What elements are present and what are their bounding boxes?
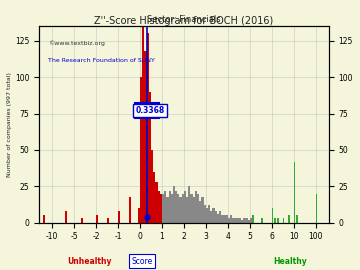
Bar [243, 218, 246, 223]
Text: The Research Foundation of SUNY: The Research Foundation of SUNY [48, 58, 154, 63]
Text: 0.3368: 0.3368 [136, 106, 165, 115]
Bar [294, 161, 296, 223]
Bar [118, 211, 120, 223]
Bar [168, 191, 171, 223]
Bar [151, 150, 153, 223]
Bar [210, 211, 212, 223]
Bar [241, 220, 243, 223]
Bar [190, 194, 193, 223]
Bar [296, 215, 298, 223]
Bar [217, 214, 219, 223]
Bar [248, 220, 250, 223]
Bar [228, 218, 230, 223]
Bar [175, 191, 177, 223]
Bar [288, 215, 290, 223]
Bar [226, 215, 228, 223]
Bar [188, 186, 190, 223]
Bar [274, 218, 276, 223]
Bar [208, 205, 210, 223]
Bar [182, 194, 184, 223]
Bar [199, 201, 202, 223]
Bar [160, 194, 162, 223]
Bar [177, 194, 180, 223]
Bar [81, 218, 83, 223]
Bar [184, 191, 186, 223]
Bar [215, 211, 217, 223]
Title: Z''-Score Histogram for BOCH (2016): Z''-Score Histogram for BOCH (2016) [94, 16, 274, 26]
Bar [232, 218, 234, 223]
Bar [239, 218, 241, 223]
Bar [197, 194, 199, 223]
Bar [221, 215, 224, 223]
Bar [149, 92, 151, 223]
Bar [186, 197, 188, 223]
Bar [202, 197, 204, 223]
Bar [212, 208, 215, 223]
Bar [246, 218, 248, 223]
Bar [142, 7, 144, 223]
Bar [277, 218, 279, 223]
Text: Healthy: Healthy [273, 256, 307, 265]
Bar [180, 197, 182, 223]
Bar [153, 172, 155, 223]
Bar [237, 218, 239, 223]
Bar [147, 33, 149, 223]
Text: Sector: Financials: Sector: Financials [147, 15, 221, 24]
Bar [224, 215, 226, 223]
Bar [140, 77, 142, 223]
Bar [206, 208, 208, 223]
Bar [204, 205, 206, 223]
Text: Score: Score [132, 256, 153, 265]
Text: Unhealthy: Unhealthy [67, 256, 112, 265]
Bar [193, 197, 195, 223]
Bar [272, 208, 274, 223]
Bar [234, 218, 237, 223]
Bar [107, 218, 109, 223]
Bar [261, 218, 263, 223]
Bar [252, 215, 254, 223]
Bar [155, 182, 158, 223]
Bar [173, 186, 175, 223]
Bar [166, 197, 168, 223]
Y-axis label: Number of companies (997 total): Number of companies (997 total) [7, 72, 12, 177]
Bar [164, 191, 166, 223]
Bar [230, 215, 232, 223]
Bar [43, 215, 45, 223]
Bar [96, 215, 98, 223]
Bar [158, 191, 160, 223]
Text: ©www.textbiz.org: ©www.textbiz.org [48, 40, 104, 46]
Bar [144, 51, 147, 223]
Bar [65, 211, 67, 223]
Bar [283, 218, 284, 223]
Bar [138, 208, 140, 223]
Bar [171, 194, 173, 223]
Bar [129, 197, 131, 223]
Bar [316, 194, 318, 223]
Bar [162, 194, 164, 223]
Bar [195, 191, 197, 223]
Bar [250, 218, 252, 223]
Bar [219, 211, 221, 223]
